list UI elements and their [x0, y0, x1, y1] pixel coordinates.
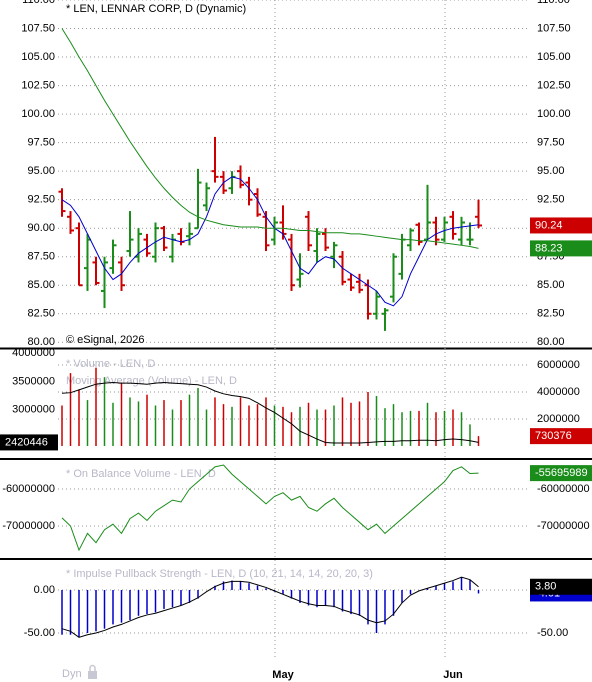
x-tick-label: May — [272, 669, 294, 681]
y-tick-label: 85.00 — [537, 279, 565, 291]
y-tick-label: 97.50 — [537, 137, 565, 149]
last-value-box — [530, 217, 592, 234]
y-tick-label: 2000000 — [537, 413, 580, 425]
panel-subtitle: Moving Average (Volume) - LEN, D — [66, 375, 237, 387]
y-tick-label: 107.50 — [537, 22, 571, 34]
chart-title: * LEN, LENNAR CORP, D (Dynamic) — [66, 3, 246, 15]
y-tick-label: 92.50 — [537, 194, 565, 206]
y2-tick-label: 4000000 — [12, 347, 55, 359]
y-tick-label: 92.50 — [27, 194, 55, 206]
y-tick-label: 87.50 — [27, 251, 55, 263]
y-tick-label: 95.00 — [537, 165, 565, 177]
y-tick-label: -50.00 — [537, 627, 568, 639]
y-tick-label: 95.00 — [27, 165, 55, 177]
last-value-label: 3.80 — [535, 581, 556, 593]
panel-title: * Volume - LEN, D — [66, 358, 155, 370]
last-value-box — [530, 240, 592, 257]
line-series — [61, 382, 479, 444]
last-value-box — [0, 434, 58, 451]
y-tick-label: 102.50 — [537, 79, 571, 91]
y-tick-label: 110.00 — [22, 0, 55, 6]
last-value-label: -55695989 — [535, 467, 588, 479]
y-tick-label: 105.00 — [21, 51, 55, 63]
y-tick-label: 100.00 — [21, 108, 55, 120]
footer-label: Dyn — [62, 668, 82, 680]
last-value-box — [530, 578, 592, 595]
line-series — [61, 176, 479, 307]
last-value-label: 88.23 — [535, 242, 563, 254]
line-series — [61, 28, 479, 249]
y-tick-label: 105.00 — [537, 51, 571, 63]
line-series — [61, 576, 479, 638]
y-tick-label: 102.50 — [21, 79, 55, 91]
y-tick-label: 82.50 — [27, 308, 55, 320]
y-tick-label: 85.00 — [27, 279, 55, 291]
y-tick-label: -70000000 — [2, 520, 55, 532]
annotation: © eSignal, 2026 — [66, 334, 144, 346]
y-tick-label: 107.50 — [21, 22, 55, 34]
panel-title: * Impulse Pullback Strength - LEN, D (10… — [66, 568, 373, 580]
panel: 2000000 4000000 6000000 3000000 3500000 40000… — [12, 347, 580, 446]
y-tick-label: -60000000 — [537, 483, 590, 495]
y-tick-label: -70000000 — [537, 520, 590, 532]
last-value-box — [530, 465, 592, 482]
y-tick-label: -60000000 — [2, 483, 55, 495]
y-tick-label: 80.00 — [537, 336, 565, 348]
y-tick-label: 90.00 — [27, 222, 55, 234]
y-tick-label: 4000000 — [537, 386, 580, 398]
y-tick-label: 97.50 — [27, 137, 55, 149]
last-value-box — [530, 428, 592, 445]
panel-title: * On Balance Volume - LEN, D — [66, 468, 216, 480]
last-value-label: 2420446 — [5, 436, 48, 448]
y2-tick-label: 3000000 — [12, 404, 55, 416]
y-tick-label: 6000000 — [537, 359, 580, 371]
y-tick-label: -50.00 — [24, 627, 55, 639]
last-value-label: 90.24 — [535, 219, 563, 231]
y-tick-label: 0.00 — [34, 584, 55, 596]
x-tick-label: Jun — [443, 669, 463, 681]
panel: -70000000 -70000000 -60000000 -60000000 * On… — [2, 464, 590, 552]
last-value-label: 730376 — [535, 430, 572, 442]
y-tick-label: 80.00 — [27, 336, 55, 348]
y-tick-label: 100.00 — [537, 108, 571, 120]
y-tick-label: 82.50 — [537, 308, 565, 320]
line-series — [61, 464, 479, 552]
lock-icon — [88, 664, 97, 679]
y-tick-label: 110.00 — [537, 0, 570, 6]
y2-tick-label: 3500000 — [12, 375, 55, 387]
